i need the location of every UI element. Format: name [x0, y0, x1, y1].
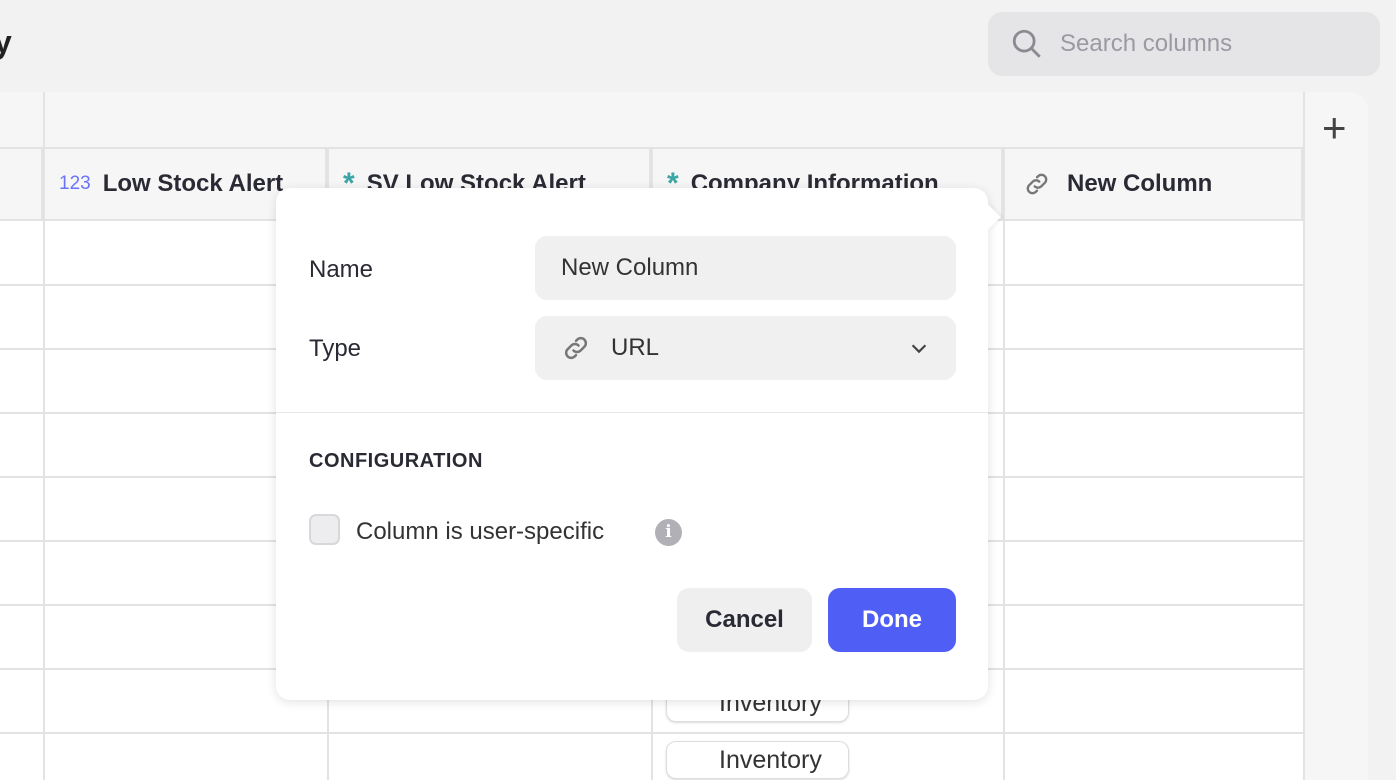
user-specific-checkbox[interactable]	[309, 514, 340, 545]
name-input[interactable]: New Column	[535, 236, 956, 300]
asterisk-icon: *	[343, 167, 355, 200]
page-title: y	[0, 24, 12, 60]
search-columns-input[interactable]: Search columns	[988, 12, 1380, 76]
done-button[interactable]: Done	[828, 588, 956, 652]
type-label: Type	[309, 335, 362, 362]
number-icon: 123	[59, 173, 91, 194]
divider	[43, 92, 45, 780]
column-header-new-column[interactable]: New Column	[1003, 149, 1303, 221]
link-icon	[1026, 173, 1048, 195]
asterisk-icon: *	[667, 167, 679, 200]
divider	[1003, 149, 1005, 780]
type-value: URL	[611, 334, 660, 361]
configuration-heading: CONFIGURATION	[309, 450, 483, 472]
company-chip[interactable]: Inventory	[666, 741, 849, 779]
group-header-row	[0, 92, 1303, 149]
column-config-popover: Name New Column Type URL CONFIGURATION C…	[276, 188, 1001, 700]
name-value: New Column	[561, 254, 699, 281]
add-column-gutter: +	[1303, 92, 1368, 780]
user-specific-label: Column is user-specific	[356, 518, 605, 545]
add-column-button[interactable]: +	[1322, 104, 1347, 151]
type-select[interactable]: URL	[535, 316, 956, 380]
column-label: New Column	[1067, 170, 1213, 197]
search-placeholder: Search columns	[1060, 30, 1233, 57]
link-icon	[564, 336, 588, 360]
divider	[276, 412, 988, 413]
cancel-button[interactable]: Cancel	[677, 588, 812, 652]
info-icon[interactable]: i	[655, 519, 682, 546]
column-label: Low Stock Alert	[102, 170, 284, 197]
search-icon	[1012, 29, 1041, 58]
column-header-blank[interactable]	[0, 149, 43, 221]
chevron-down-icon	[911, 344, 927, 354]
name-label: Name	[309, 256, 374, 283]
divider	[0, 732, 1303, 734]
